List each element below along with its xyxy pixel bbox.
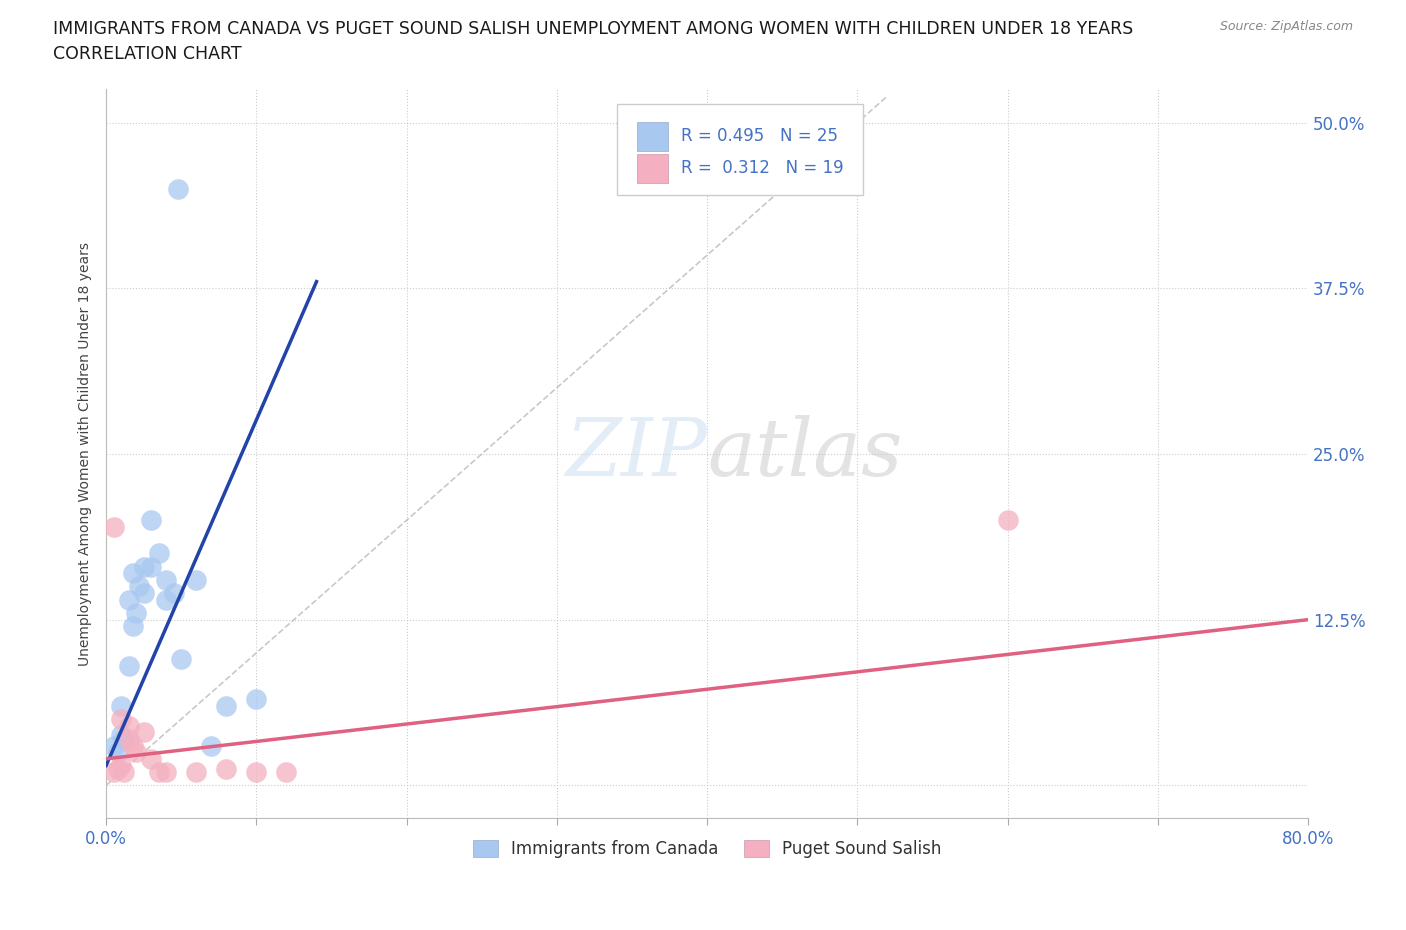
Point — [215, 762, 238, 777]
Point — [103, 738, 125, 753]
Text: atlas: atlas — [707, 415, 903, 493]
Point — [245, 692, 267, 707]
Y-axis label: Unemployment Among Women with Children Under 18 years: Unemployment Among Women with Children U… — [79, 242, 93, 666]
Point — [122, 565, 145, 580]
Point — [103, 764, 125, 779]
Point — [118, 718, 141, 733]
Point — [141, 559, 163, 574]
Point — [118, 592, 141, 607]
Bar — [637, 153, 668, 182]
Point — [155, 573, 177, 588]
Point — [107, 762, 129, 777]
Point — [170, 652, 193, 667]
Point — [132, 559, 155, 574]
Point — [215, 698, 238, 713]
Point — [110, 711, 132, 726]
Point — [245, 764, 267, 779]
Point — [112, 764, 135, 779]
Point — [128, 579, 150, 594]
Point — [148, 546, 170, 561]
Point — [110, 698, 132, 713]
Point — [122, 738, 145, 753]
Point — [118, 732, 141, 747]
Point — [118, 658, 141, 673]
Point — [155, 764, 177, 779]
Point — [276, 764, 298, 779]
Point — [186, 764, 208, 779]
Point — [132, 724, 155, 739]
Point — [167, 181, 190, 196]
Point — [148, 764, 170, 779]
Point — [163, 586, 186, 601]
Point — [200, 738, 222, 753]
Legend: Immigrants from Canada, Puget Sound Salish: Immigrants from Canada, Puget Sound Sali… — [467, 833, 948, 865]
Text: Source: ZipAtlas.com: Source: ZipAtlas.com — [1219, 20, 1353, 33]
Point — [122, 618, 145, 633]
Bar — [637, 122, 668, 151]
Point — [110, 727, 132, 742]
Text: CORRELATION CHART: CORRELATION CHART — [53, 45, 242, 62]
Point — [125, 605, 148, 620]
Point — [997, 512, 1019, 527]
Point — [107, 745, 129, 760]
Text: R = 0.495   N = 25: R = 0.495 N = 25 — [681, 127, 838, 145]
Point — [103, 520, 125, 535]
Point — [112, 732, 135, 747]
Text: IMMIGRANTS FROM CANADA VS PUGET SOUND SALISH UNEMPLOYMENT AMONG WOMEN WITH CHILD: IMMIGRANTS FROM CANADA VS PUGET SOUND SA… — [53, 20, 1133, 38]
Point — [132, 586, 155, 601]
Text: ZIP: ZIP — [565, 415, 707, 493]
Point — [141, 512, 163, 527]
Point — [110, 758, 132, 773]
Text: R =  0.312   N = 19: R = 0.312 N = 19 — [681, 159, 844, 177]
Point — [155, 592, 177, 607]
Point — [125, 745, 148, 760]
FancyBboxPatch shape — [617, 104, 863, 195]
Point — [186, 573, 208, 588]
Point — [141, 751, 163, 766]
